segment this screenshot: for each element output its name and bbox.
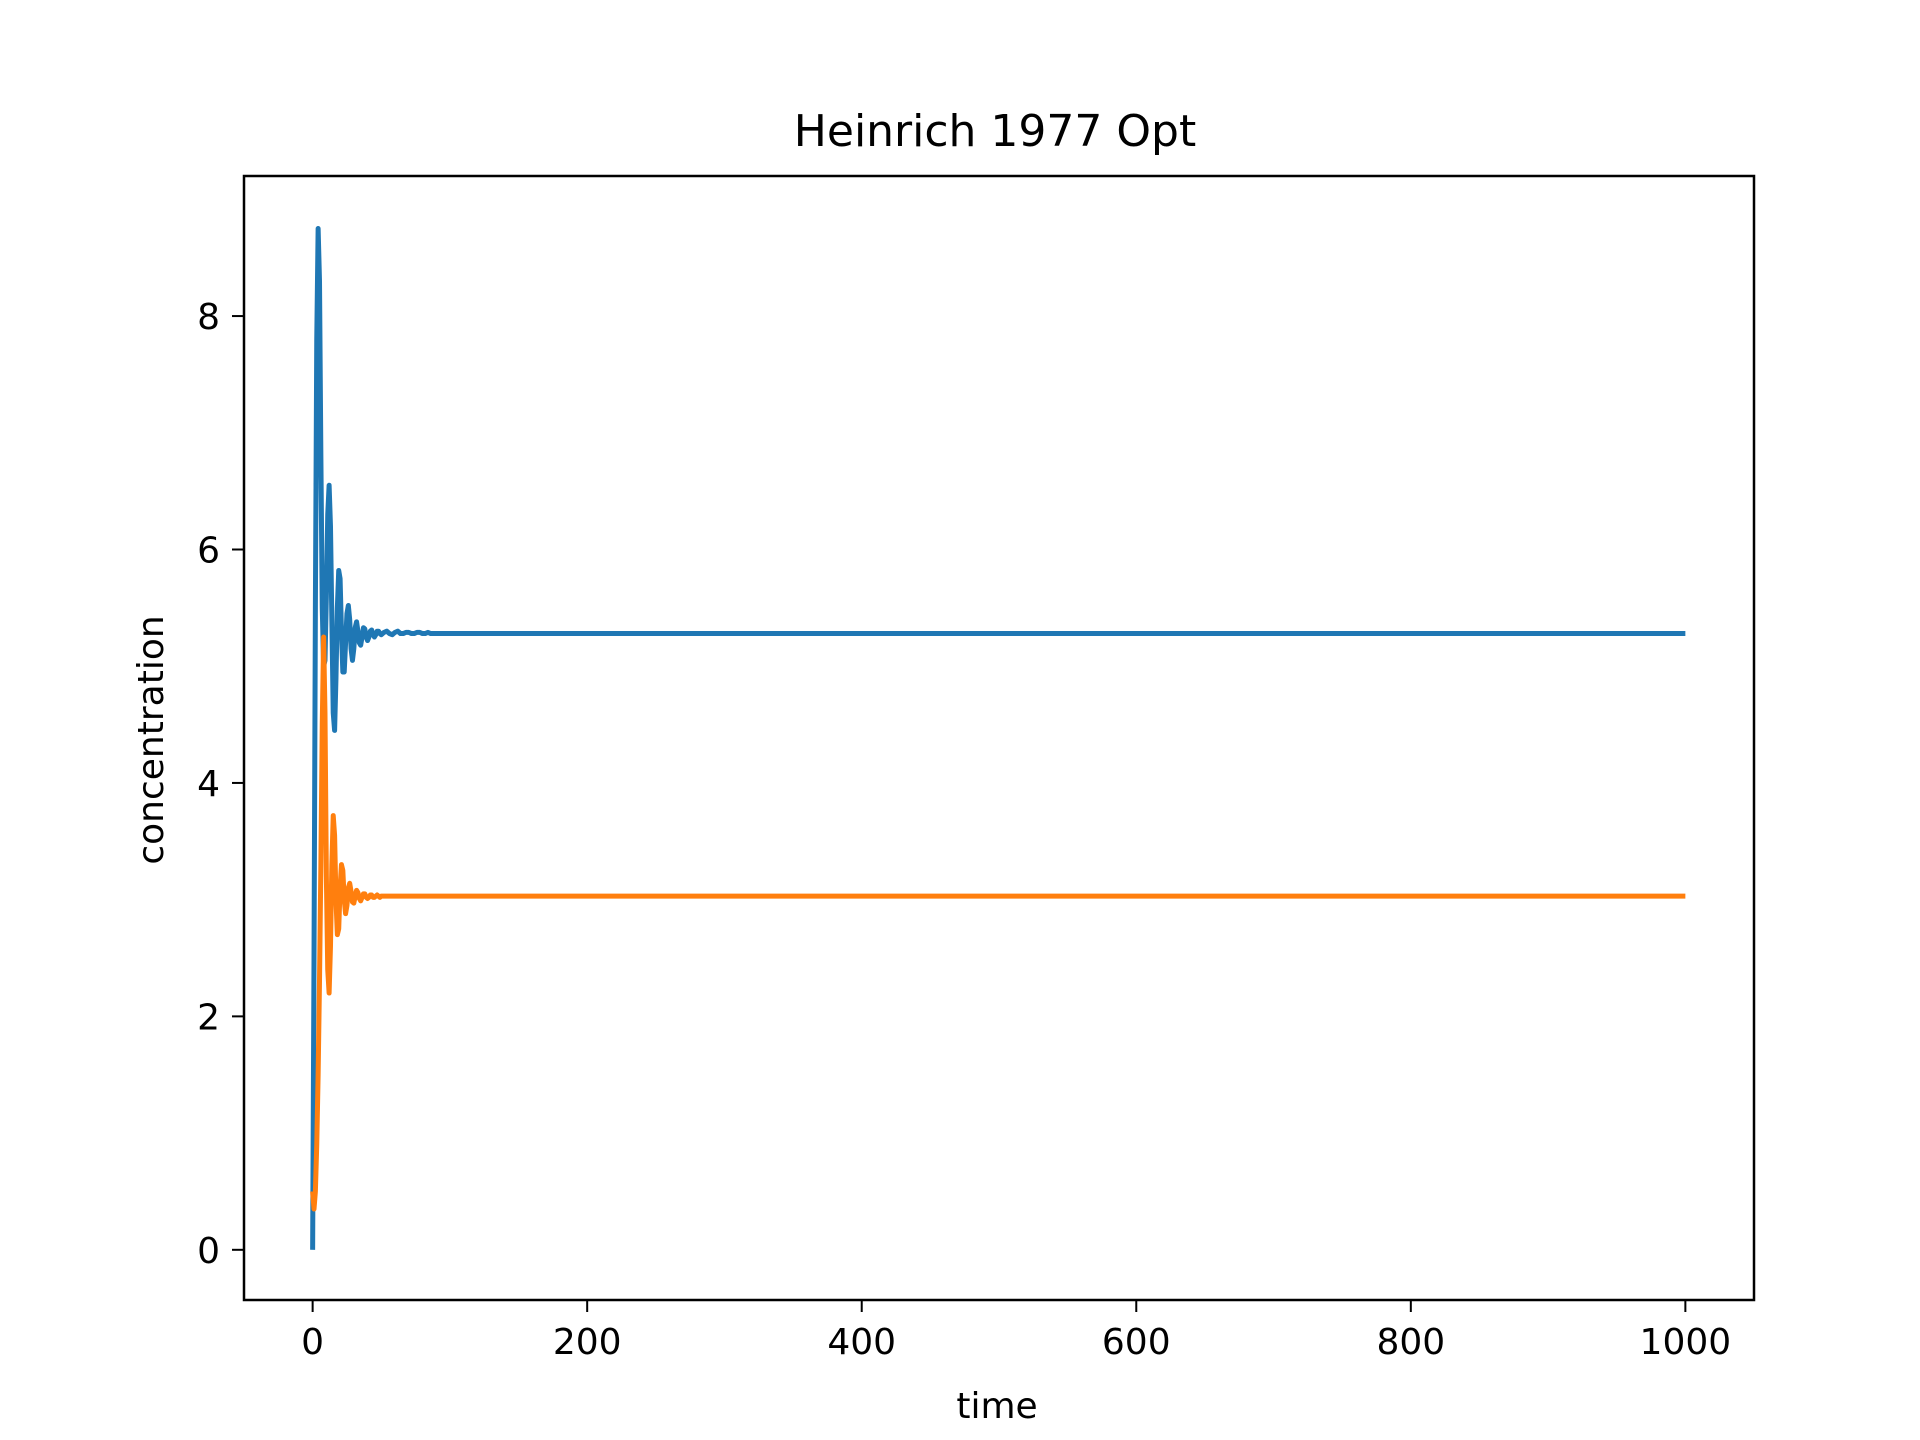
y-tick-label: 6 bbox=[197, 530, 220, 571]
x-tick-label: 800 bbox=[1376, 1322, 1445, 1363]
y-tick-label: 0 bbox=[197, 1231, 220, 1272]
x-axis-label: time bbox=[956, 1386, 1037, 1427]
series-line-1 bbox=[310, 226, 1686, 1250]
y-tick-label: 2 bbox=[197, 997, 220, 1038]
x-tick-label: 600 bbox=[1102, 1322, 1171, 1363]
x-tick-label: 1000 bbox=[1640, 1322, 1732, 1363]
x-tick-label: 0 bbox=[301, 1322, 324, 1363]
plot-frame bbox=[242, 174, 1756, 1302]
y-tick-label: 4 bbox=[197, 764, 220, 805]
y-tick-label: 8 bbox=[197, 297, 220, 338]
plot-area bbox=[310, 226, 1686, 1250]
x-tick-label: 200 bbox=[553, 1322, 622, 1363]
chart-title: Heinrich 1977 Opt bbox=[794, 106, 1196, 157]
x-tick-label: 400 bbox=[827, 1322, 896, 1363]
x-axis: 0 200 400 600 800 1000 bbox=[301, 1300, 1731, 1363]
y-axis: 0 2 4 6 8 bbox=[197, 297, 244, 1272]
series-line-2 bbox=[310, 634, 1686, 1212]
y-axis-label: concentration bbox=[131, 615, 172, 864]
